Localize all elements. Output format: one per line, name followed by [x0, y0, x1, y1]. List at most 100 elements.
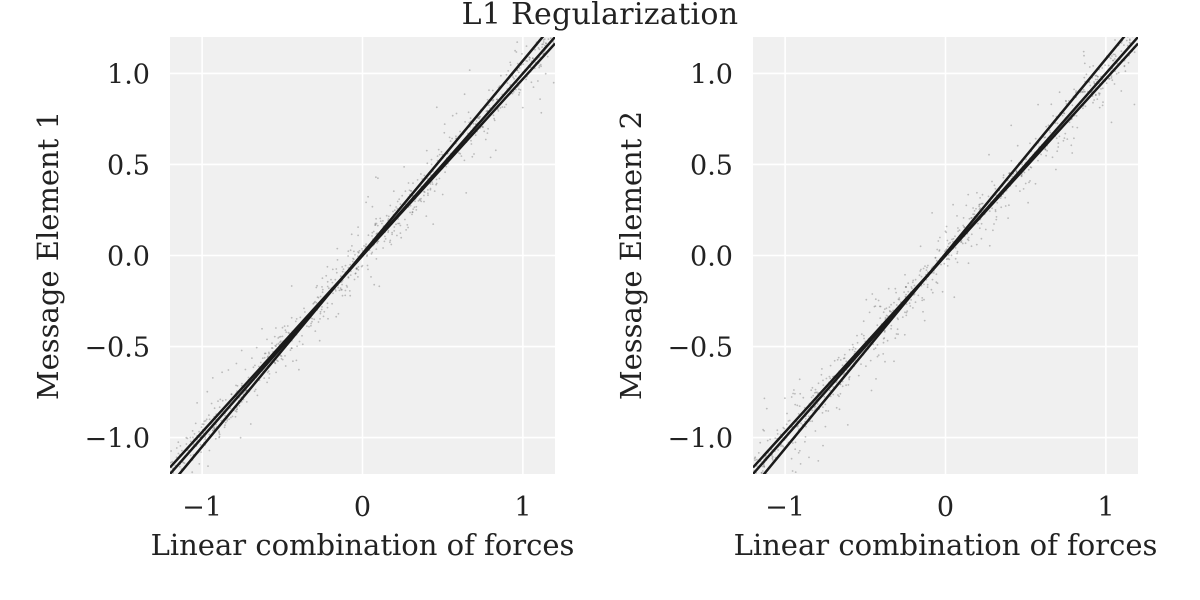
scatter-point — [392, 190, 395, 193]
scatter-point — [512, 91, 515, 93]
scatter-point — [856, 334, 858, 337]
scatter-point — [936, 248, 939, 251]
scatter-point — [962, 224, 965, 227]
scatter-point — [1089, 84, 1092, 87]
scatter-point — [762, 476, 764, 478]
scatter-point — [949, 241, 952, 244]
scatter-point — [814, 405, 817, 408]
scatter-point — [771, 457, 774, 460]
scatter-point — [396, 200, 399, 203]
scatter-point — [1024, 182, 1027, 185]
scatter-point — [529, 57, 531, 59]
scatter-point — [828, 389, 831, 392]
scatter-point — [889, 310, 891, 313]
scatter-point — [458, 152, 460, 154]
scatter-point — [841, 364, 844, 367]
scatter-point — [505, 103, 508, 106]
scatter-point — [221, 371, 224, 374]
scatter-point — [1104, 64, 1107, 66]
scatter-point — [399, 232, 402, 235]
scatter-point — [1048, 129, 1051, 132]
scatter-point — [409, 211, 411, 214]
scatter-point — [1114, 39, 1116, 41]
scatter-point — [1049, 131, 1052, 134]
scatter-point — [357, 255, 359, 257]
scatter-point — [204, 438, 207, 440]
scatter-point — [934, 257, 937, 259]
scatter-point — [170, 450, 173, 452]
scatter-point — [240, 349, 243, 352]
scatter-point — [228, 418, 231, 420]
scatter-point — [1071, 126, 1074, 128]
scatter-point — [341, 266, 344, 268]
scatter-point — [947, 254, 950, 256]
scatter-point — [538, 65, 541, 67]
scatter-point — [334, 290, 337, 292]
scatter-point — [317, 296, 320, 299]
scatter-point — [211, 377, 214, 379]
scatter-point — [365, 201, 367, 204]
scatter-point — [234, 410, 237, 412]
scatter-point — [975, 243, 978, 246]
scatter-point — [776, 429, 779, 432]
scatter-point — [967, 236, 970, 239]
scatter-point — [274, 362, 276, 364]
scatter-point — [970, 245, 973, 248]
scatter-point — [281, 326, 284, 329]
scatter-point — [474, 134, 477, 137]
scatter-point — [943, 262, 946, 265]
scatter-point — [1093, 81, 1095, 83]
scatter-point — [227, 369, 230, 371]
scatter-point — [897, 318, 899, 321]
scatter-point — [755, 458, 758, 461]
scatter-point — [919, 245, 922, 248]
scatter-point — [443, 131, 446, 134]
scatter-point — [341, 294, 344, 297]
scatter-point — [171, 460, 174, 463]
scatter-point — [235, 410, 238, 413]
scatter-point — [375, 176, 377, 179]
scatter-point — [1081, 90, 1083, 93]
scatter-point — [436, 155, 439, 158]
scatter-point — [804, 436, 807, 438]
scatter-point — [273, 335, 276, 338]
scatter-point — [383, 240, 386, 243]
scatter-point — [904, 273, 906, 276]
scatter-point — [199, 443, 202, 446]
scatter-point — [537, 80, 539, 82]
scatter-point — [797, 425, 799, 427]
scatter-point — [370, 276, 372, 278]
scatter-point — [389, 241, 391, 244]
scatter-point — [481, 125, 484, 128]
scatter-point — [814, 430, 817, 432]
scatter-point — [1062, 139, 1065, 142]
scatter-point — [326, 306, 329, 309]
scatter-point — [1092, 101, 1094, 104]
scatter-point — [426, 177, 429, 180]
scatter-point — [375, 217, 377, 220]
scatter-point — [352, 258, 355, 261]
scatter-point — [1073, 137, 1075, 140]
scatter-point — [356, 268, 358, 270]
scatter-point — [794, 471, 797, 473]
scatter-point — [411, 211, 414, 214]
scatter-point — [1081, 91, 1084, 94]
scatter-point — [950, 254, 953, 257]
scatter-point — [437, 148, 440, 151]
scatter-point — [848, 377, 850, 379]
scatter-point — [1020, 175, 1023, 178]
scatter-point — [201, 423, 204, 425]
scatter-point — [895, 304, 898, 306]
scatter-point — [920, 268, 922, 271]
scatter-point — [944, 230, 947, 233]
scatter-point — [946, 239, 949, 242]
scatter-point — [1133, 103, 1136, 106]
scatter-point — [521, 53, 523, 55]
scatter-point — [1093, 82, 1096, 85]
scatter-point — [860, 333, 863, 335]
scatter-point — [374, 222, 377, 225]
scatter-point — [391, 231, 393, 234]
scatter-point — [759, 525, 761, 527]
scatter-point — [299, 316, 302, 319]
scatter-point — [200, 426, 203, 428]
